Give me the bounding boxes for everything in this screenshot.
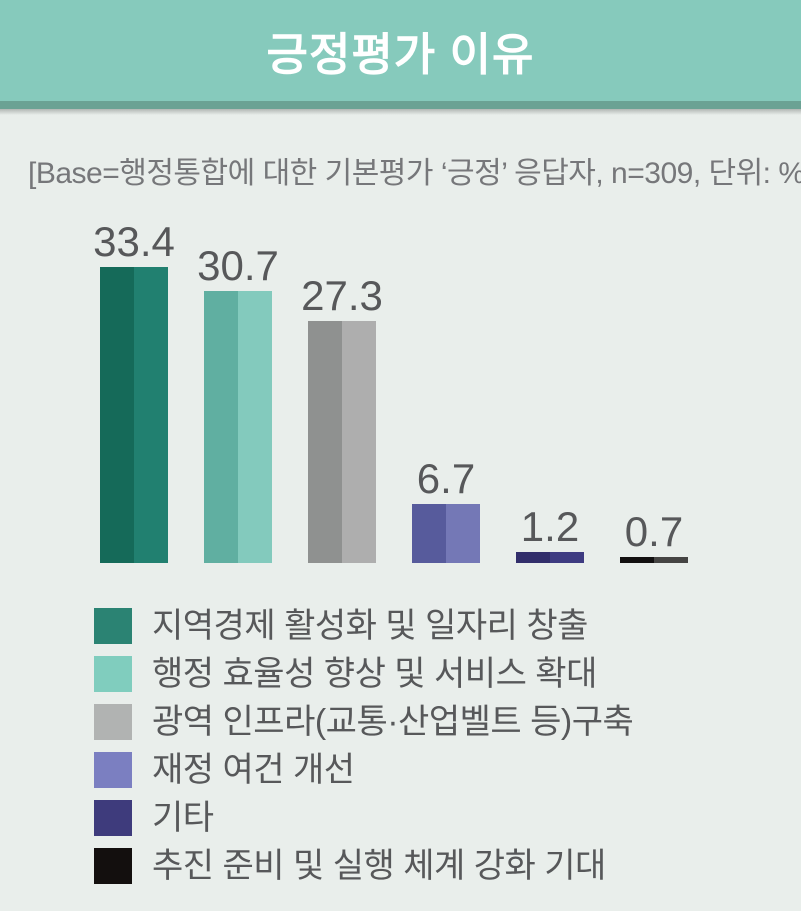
value-label-1: 30.7 [197,242,279,289]
legend-item-3: 재정 여건 개선 [94,752,355,788]
value-label-4: 1.2 [520,503,580,550]
bar-3 [412,504,480,563]
value-label-2: 27.3 [301,272,383,319]
legend-swatch-2 [94,704,132,740]
bar-4 [516,552,584,563]
legend-swatch-3 [94,752,132,788]
bar-5-left-half [620,557,654,563]
bar-1-right-half [238,291,272,563]
legend-item-label-3: 재정 여건 개선 [152,751,355,789]
legend-swatch-4 [94,800,132,836]
legend-item-label-1: 행정 효율성 향상 및 서비스 확대 [152,655,597,693]
legend-item-1: 행정 효율성 향상 및 서비스 확대 [94,656,597,692]
legend-item-2: 광역 인프라(교통·산업벨트 등)구축 [94,703,634,741]
bar-0-right-half [134,267,168,563]
legend-item-0: 지역경제 활성화 및 일자리 창출 [94,608,588,644]
legend-swatch-5 [94,848,132,884]
bar-1-left-half [204,291,238,563]
bar-4-left-half [516,552,550,563]
header-strip [0,101,801,109]
legend-swatch-1 [94,656,132,692]
bar-5-right-half [654,557,688,563]
bar-2 [308,321,376,563]
bar-4-right-half [550,552,584,563]
legend-item-4: 기타 [94,800,214,836]
bar-0-left-half [100,267,134,563]
bar-0 [100,267,168,563]
value-label-0: 33.4 [93,218,175,265]
bar-5 [620,557,688,563]
page-title: 긍정평가 이유 [266,29,535,80]
legend-item-label-0: 지역경제 활성화 및 일자리 창출 [152,607,588,645]
header-shadow [0,109,801,115]
base-note: [Base=행정통합에 대한 기본평가 ‘긍정’ 응답자, n=309, 단위:… [28,157,801,190]
legend-item-label-5: 추진 준비 및 실행 체계 강화 기대 [152,847,606,885]
bar-2-left-half [308,321,342,563]
bar-3-right-half [446,504,480,563]
legend-item-label-2: 광역 인프라(교통·산업벨트 등)구축 [152,703,634,741]
legend-swatch-0 [94,608,132,644]
bar-2-right-half [342,321,376,563]
value-label-5: 0.7 [624,508,684,555]
legend-item-5: 추진 준비 및 실행 체계 강화 기대 [94,848,606,884]
header: 긍정평가 이유 [0,0,801,101]
bar-3-left-half [412,504,446,563]
value-label-3: 6.7 [416,455,476,502]
legend-item-label-4: 기타 [152,799,214,837]
bar-1 [204,291,272,563]
